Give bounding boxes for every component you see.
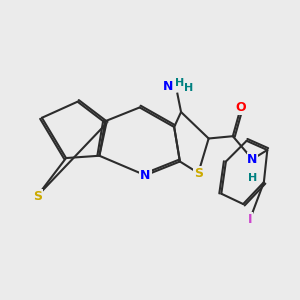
Text: S: S	[33, 190, 42, 202]
Text: N: N	[247, 153, 258, 166]
Text: N: N	[163, 80, 174, 93]
Text: I: I	[248, 212, 252, 226]
Text: H: H	[248, 172, 257, 183]
Text: S: S	[194, 167, 203, 179]
Text: O: O	[236, 101, 246, 114]
Text: H: H	[175, 78, 184, 88]
Text: N: N	[140, 169, 151, 182]
Text: H: H	[184, 83, 193, 93]
